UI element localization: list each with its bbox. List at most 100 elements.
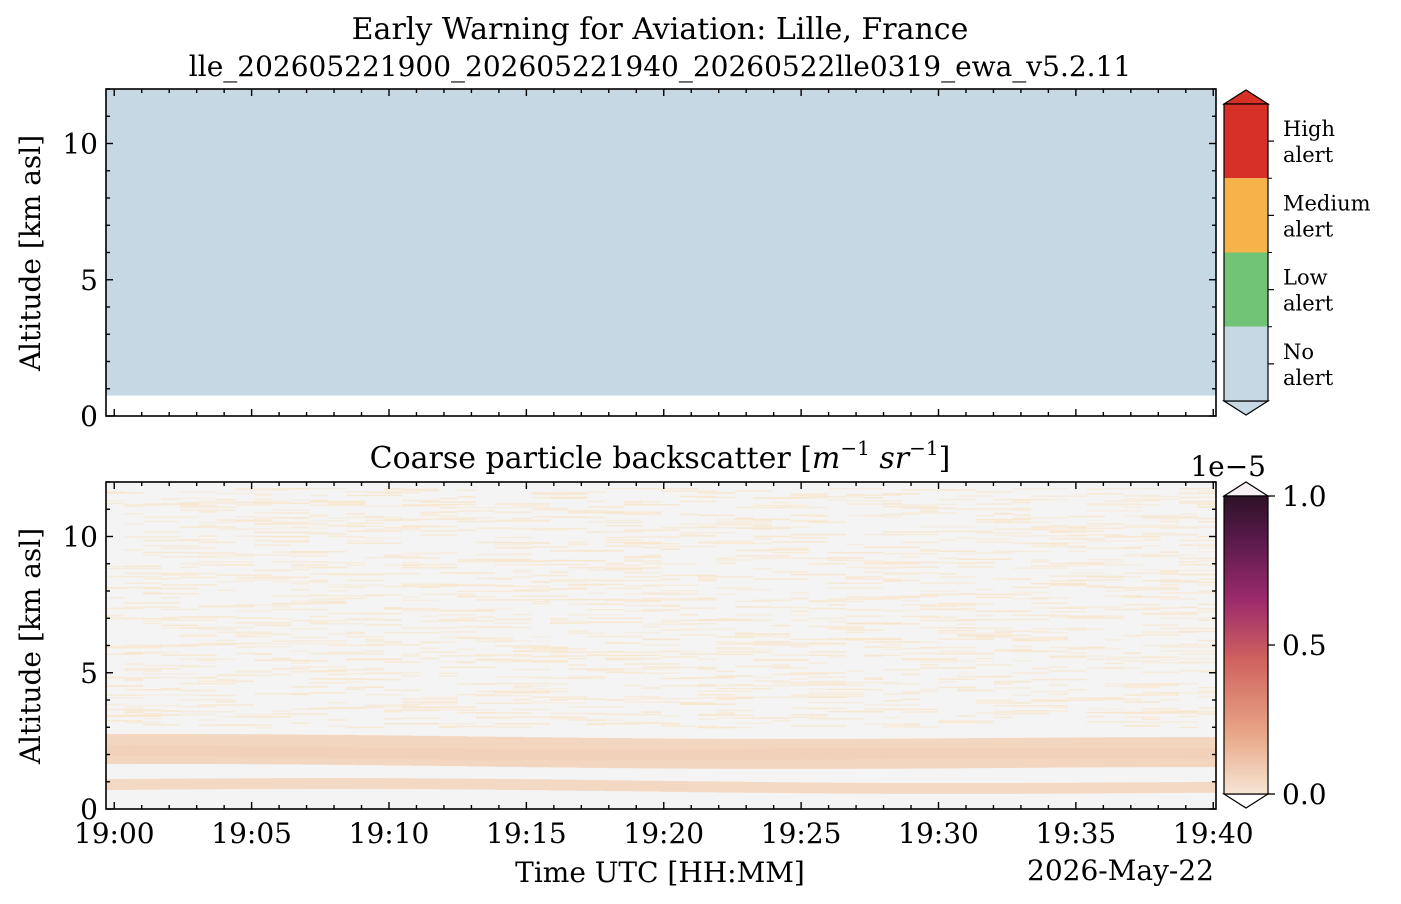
backscatter-noise-cell — [883, 726, 939, 728]
backscatter-noise-cell — [624, 610, 661, 612]
backscatter-noise-cell — [790, 533, 846, 536]
backscatter-noise-cell — [161, 619, 217, 621]
backscatter-noise-cell — [457, 626, 513, 628]
backscatter-colorbar-tick-label: 0.5 — [1282, 629, 1327, 662]
backscatter-noise-cell — [235, 520, 273, 522]
backscatter-noise-cell — [550, 509, 606, 511]
backscatter-noise-cell — [1197, 609, 1216, 611]
backscatter-noise-cell — [217, 674, 254, 676]
backscatter-noise-cell — [1068, 527, 1124, 530]
backscatter-noise-cell — [457, 529, 476, 531]
backscatter-layer-cell — [910, 747, 940, 759]
backscatter-noise-cell — [1197, 547, 1216, 549]
alert-colorbar-label-line1: Medium — [1283, 191, 1371, 215]
backscatter-noise-cell — [605, 713, 661, 716]
backscatter-noise-cell — [1068, 579, 1124, 581]
backscatter-noise-cell — [1086, 646, 1105, 649]
backscatter-noise-cell — [661, 629, 698, 631]
backscatter-layer-cell — [133, 745, 163, 756]
backscatter-noise-cell — [1142, 671, 1179, 674]
backscatter-noise-cell — [143, 724, 180, 726]
backscatter-noise-cell — [1049, 616, 1105, 618]
backscatter-noise-cell — [568, 512, 624, 514]
backscatter-noise-cell — [1160, 581, 1216, 583]
backscatter-noise-cell — [420, 706, 476, 708]
backscatter-noise-cell — [1105, 662, 1124, 665]
backscatter-noise-cell — [272, 625, 291, 627]
backscatter-noise-cell — [513, 542, 550, 544]
backscatter-noise-cell — [180, 539, 217, 541]
backscatter-noise-cell — [217, 528, 273, 530]
backscatter-noise-cell — [272, 633, 291, 635]
backscatter-noise-cell — [272, 541, 310, 543]
backscatter-noise-cell — [1031, 602, 1068, 605]
backscatter-noise-cell — [846, 638, 902, 641]
backscatter-noise-cell — [698, 597, 717, 600]
backscatter-noise-cell — [1068, 526, 1087, 529]
backscatter-noise-cell — [883, 573, 920, 576]
backscatter-noise-cell — [513, 651, 569, 653]
backscatter-noise-cell — [642, 562, 661, 565]
backscatter-noise-cell — [217, 700, 236, 703]
backscatter-noise-cell — [346, 530, 402, 533]
backscatter-noise-cell — [809, 707, 828, 710]
backscatter-noise-cell — [975, 503, 1013, 505]
backscatter-noise-cell — [772, 664, 791, 666]
backscatter-noise-cell — [476, 558, 532, 561]
backscatter-noise-cell — [291, 566, 347, 568]
backscatter-noise-cell — [1031, 529, 1087, 531]
backscatter-noise-cell — [180, 658, 236, 660]
backscatter-noise-cell — [531, 603, 550, 605]
backscatter-noise-cell — [790, 672, 846, 674]
backscatter-noise-cell — [254, 646, 291, 648]
backscatter-noise-cell — [235, 501, 273, 504]
backscatter-noise-cell — [1123, 546, 1142, 549]
backscatter-noise-cell — [957, 608, 976, 610]
backscatter-noise-cell — [1068, 652, 1087, 654]
backscatter-noise-cell — [716, 593, 735, 596]
backscatter-noise-cell — [827, 683, 846, 686]
backscatter-noise-cell — [217, 628, 236, 631]
backscatter-noise-cell — [494, 692, 550, 694]
backscatter-layer-cell — [772, 782, 801, 794]
backscatter-noise-cell — [864, 654, 902, 656]
backscatter-noise-cell — [661, 548, 680, 551]
backscatter-noise-cell — [975, 491, 1013, 493]
backscatter-noise-cell — [513, 700, 550, 702]
backscatter-layer-cell — [411, 778, 440, 790]
backscatter-noise-cell — [624, 536, 680, 538]
backscatter-noise-cell — [309, 520, 347, 522]
backscatter-noise-cell — [402, 499, 439, 502]
backscatter-layer-cell — [633, 749, 662, 761]
backscatter-noise-cell — [1049, 646, 1105, 649]
backscatter-noise-cell — [291, 583, 310, 585]
backscatter-noise-cell — [550, 617, 569, 620]
backscatter-noise-cell — [531, 581, 550, 583]
backscatter-noise-cell — [420, 515, 458, 517]
backscatter-noise-cell — [383, 710, 402, 713]
backscatter-noise-cell — [1012, 638, 1068, 641]
backscatter-noise-cell — [1142, 589, 1179, 591]
figure-subtitle: lle_202605221900_202605221940_20260522ll… — [189, 50, 1131, 83]
backscatter-noise-cell — [291, 552, 328, 554]
backscatter-noise-cell — [494, 519, 550, 521]
backscatter-noise-cell — [550, 497, 587, 499]
backscatter-noise-cell — [124, 709, 180, 712]
backscatter-noise-cell — [938, 550, 976, 553]
backscatter-layer-cell — [938, 783, 967, 794]
backscatter-layer-cell — [1160, 747, 1189, 759]
backscatter-noise-cell — [994, 632, 1013, 634]
backscatter-noise-cell — [161, 608, 199, 611]
backscatter-noise-cell — [716, 687, 772, 690]
backscatter-noise-cell — [346, 536, 365, 538]
backscatter-noise-cell — [1197, 584, 1216, 586]
backscatter-noise-cell — [753, 599, 791, 602]
backscatter-noise-cell — [124, 645, 143, 647]
backscatter-noise-cell — [883, 505, 939, 508]
figure-title: Early Warning for Aviation: Lille, Franc… — [352, 12, 969, 47]
backscatter-noise-cell — [1012, 618, 1050, 621]
backscatter-noise-cell — [1179, 533, 1198, 536]
backscatter-noise-cell — [513, 590, 550, 592]
backscatter-noise-cell — [975, 593, 1031, 596]
backscatter-noise-cell — [605, 568, 643, 570]
